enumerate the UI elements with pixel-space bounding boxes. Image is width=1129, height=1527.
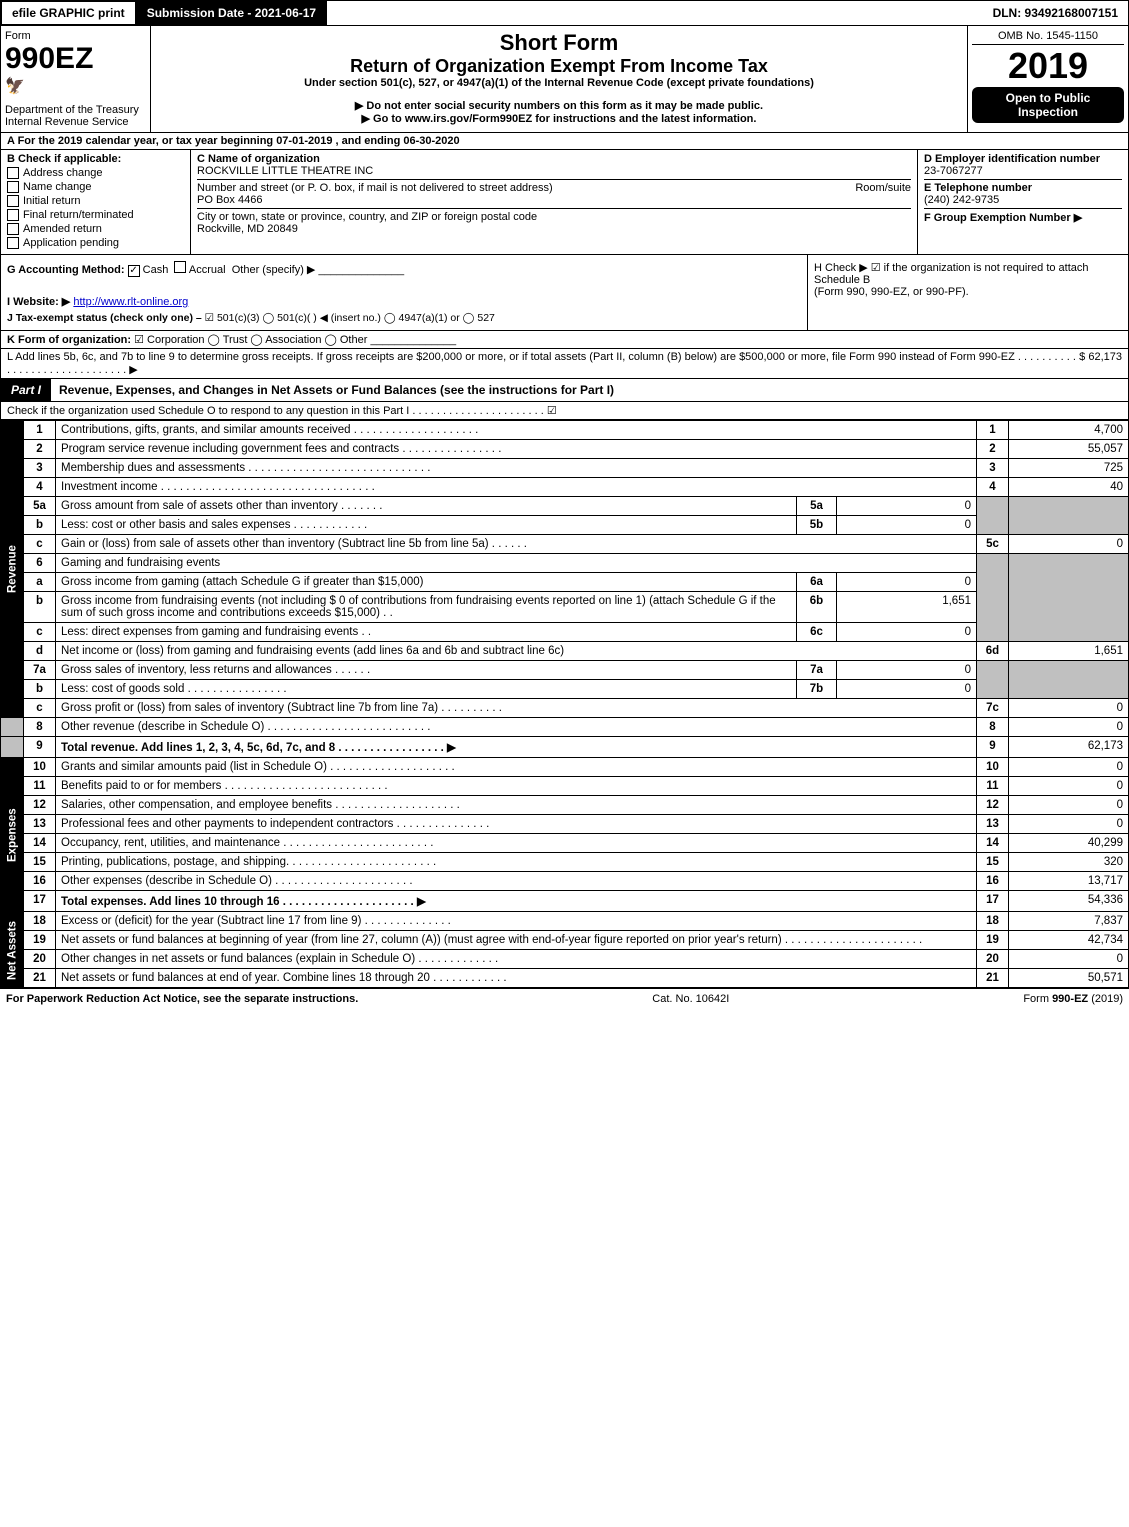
website-link[interactable]: http://www.rlt-online.org [73,296,188,308]
phone: (240) 242-9735 [924,194,1122,206]
j-label: J Tax-exempt status (check only one) – [7,312,202,324]
amt-14: 40,299 [1009,834,1129,853]
submission-date-button[interactable]: Submission Date - 2021-06-17 [136,1,327,25]
header-center: Short Form Return of Organization Exempt… [151,26,968,132]
chk-address-change[interactable]: Address change [7,167,184,179]
row-a-tax-year: A For the 2019 calendar year, or tax yea… [0,133,1129,150]
note-ssn: ▶ Do not enter social security numbers o… [155,99,963,112]
amt-15: 320 [1009,853,1129,872]
row-k: K Form of organization: ☑ Corporation ◯ … [0,331,1129,349]
title-short-form: Short Form [155,30,963,56]
amt-11: 0 [1009,777,1129,796]
amt-10: 0 [1009,758,1129,777]
org-city: Rockville, MD 20849 [197,223,911,235]
b-label: B Check if applicable: [7,153,184,165]
footer-right: Form 990-EZ (2019) [1023,993,1123,1005]
chk-accrual[interactable] [174,261,186,273]
i-label: I Website: ▶ [7,296,70,308]
note-goto: ▶ Go to www.irs.gov/Form990EZ for instru… [155,112,963,125]
amt-1: 4,700 [1009,421,1129,440]
amt-2: 55,057 [1009,440,1129,459]
section-def: D Employer identification number 23-7067… [918,150,1128,254]
chk-initial-return[interactable]: Initial return [7,195,184,207]
omb-number: OMB No. 1545-1150 [972,30,1124,45]
amt-7c: 0 [1009,699,1129,718]
amt-18: 7,837 [1009,912,1129,931]
section-g: G Accounting Method: Cash Accrual Other … [1,255,808,330]
room-label: Room/suite [855,182,911,194]
part1-table: Revenue 1Contributions, gifts, grants, a… [0,420,1129,988]
part1-check-line: Check if the organization used Schedule … [0,402,1129,420]
footer-center: Cat. No. 10642I [652,993,729,1005]
form-word: Form [5,30,146,42]
chk-amended-return[interactable]: Amended return [7,223,184,235]
amt-20: 0 [1009,950,1129,969]
d-label: D Employer identification number [924,153,1122,165]
amt-8: 0 [1009,718,1129,737]
amt-4: 40 [1009,478,1129,497]
addr-label: Number and street (or P. O. box, if mail… [197,182,553,194]
page-footer: For Paperwork Reduction Act Notice, see … [0,988,1129,1009]
ein: 23-7067277 [924,165,1122,177]
e-label: E Telephone number [924,179,1122,194]
f-label: F Group Exemption Number ▶ [924,208,1122,224]
j-options: ☑ 501(c)(3) ◯ 501(c)( ) ◀ (insert no.) ◯… [205,312,495,324]
amt-9: 62,173 [1009,737,1129,758]
h-check: H Check ▶ ☑ if the organization is not r… [814,261,1122,286]
section-c: C Name of organization ROCKVILLE LITTLE … [191,150,918,254]
open-inspection: Open to Public Inspection [972,87,1124,123]
other-specify: Other (specify) ▶ [232,264,316,276]
row-l-amount: $ 62,173 [1079,351,1122,376]
header-right: OMB No. 1545-1150 2019 Open to Public In… [968,26,1128,132]
amt-13: 0 [1009,815,1129,834]
g-label: G Accounting Method: [7,264,125,276]
seal-icon: 🦅 [5,76,146,96]
org-name: ROCKVILLE LITTLE THEATRE INC [197,165,911,177]
part1-tag: Part I [1,379,51,401]
section-bcf: B Check if applicable: Address change Na… [0,150,1129,255]
amt-3: 725 [1009,459,1129,478]
amt-16: 13,717 [1009,872,1129,891]
amt-12: 0 [1009,796,1129,815]
title-return: Return of Organization Exempt From Incom… [155,56,963,77]
amt-5c: 0 [1009,535,1129,554]
efile-print-button[interactable]: efile GRAPHIC print [1,1,136,25]
chk-application-pending[interactable]: Application pending [7,237,184,249]
amt-21: 50,571 [1009,969,1129,988]
c-label: C Name of organization [197,153,320,165]
part1-title: Revenue, Expenses, and Changes in Net As… [51,379,1128,401]
section-b: B Check if applicable: Address change Na… [1,150,191,254]
amt-17: 54,336 [1009,891,1129,912]
footer-left: For Paperwork Reduction Act Notice, see … [6,993,358,1005]
amt-6d: 1,651 [1009,642,1129,661]
section-gh: G Accounting Method: Cash Accrual Other … [0,255,1129,331]
side-expenses: Expenses [1,758,24,912]
subtitle: Under section 501(c), 527, or 4947(a)(1)… [155,77,963,89]
city-label: City or town, state or province, country… [197,208,911,223]
tax-year: 2019 [972,45,1124,87]
irs-label: Internal Revenue Service [5,116,146,128]
h-sub: (Form 990, 990-EZ, or 990-PF). [814,286,1122,298]
top-bar: efile GRAPHIC print Submission Date - 20… [0,0,1129,26]
side-netassets: Net Assets [1,912,24,988]
row-l: L Add lines 5b, 6c, and 7b to line 9 to … [0,349,1129,379]
chk-name-change[interactable]: Name change [7,181,184,193]
header-left: Form 990EZ 🦅 Department of the Treasury … [1,26,151,132]
chk-cash[interactable] [128,265,140,277]
dept-label: Department of the Treasury [5,104,146,116]
org-address: PO Box 4466 [197,194,911,206]
dln-label: DLN: 93492168007151 [983,2,1128,24]
side-revenue: Revenue [1,421,24,718]
chk-final-return[interactable]: Final return/terminated [7,209,184,221]
amt-19: 42,734 [1009,931,1129,950]
section-h: H Check ▶ ☑ if the organization is not r… [808,255,1128,330]
part1-header: Part I Revenue, Expenses, and Changes in… [0,379,1129,402]
form-header: Form 990EZ 🦅 Department of the Treasury … [0,26,1129,133]
form-number: 990EZ [5,42,146,76]
